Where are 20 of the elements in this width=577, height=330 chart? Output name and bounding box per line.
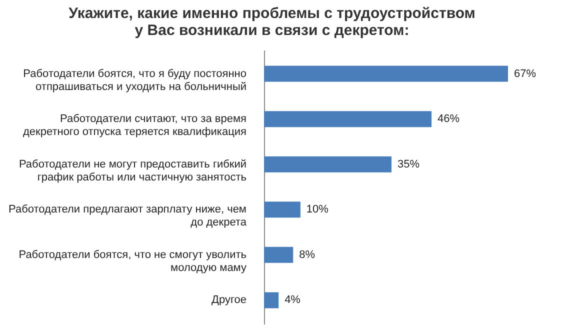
y-tick-label: Работодатели считают, что за время декретного отпуска теряется квалификация (22, 113, 247, 138)
text: у Вас возникали в связи с декретом: (134, 22, 410, 39)
data-label: 35% (397, 158, 420, 170)
data-label: 46% (438, 113, 460, 126)
y-tick-label: Работодатели боятся, что я буду постоянно отпрашиваться и уходить на больничный (23, 68, 246, 93)
bar (264, 246, 294, 263)
y-tick-label: Работодатели не могут предоставить гибкий график работы или частичную занятость (18, 158, 247, 184)
data-label: 8% (299, 248, 316, 261)
data-label: 10% (306, 204, 329, 216)
bar (264, 66, 508, 82)
y-tick-label: Другое (212, 294, 246, 306)
bar (264, 156, 392, 172)
bar (264, 292, 279, 308)
text: Укажите, какие именно проблемы с трудоустройством (68, 5, 476, 22)
data-label: 4% (284, 294, 301, 306)
y-tick-label: Работодатели боятся, что не смогут уволить молодую маму (18, 248, 247, 274)
bar (264, 111, 432, 128)
y-tick-label: Работодатели предлагают зарплату ниже, чем до декрета (8, 204, 248, 229)
data-label: 67% (514, 68, 536, 80)
bar (264, 202, 300, 218)
